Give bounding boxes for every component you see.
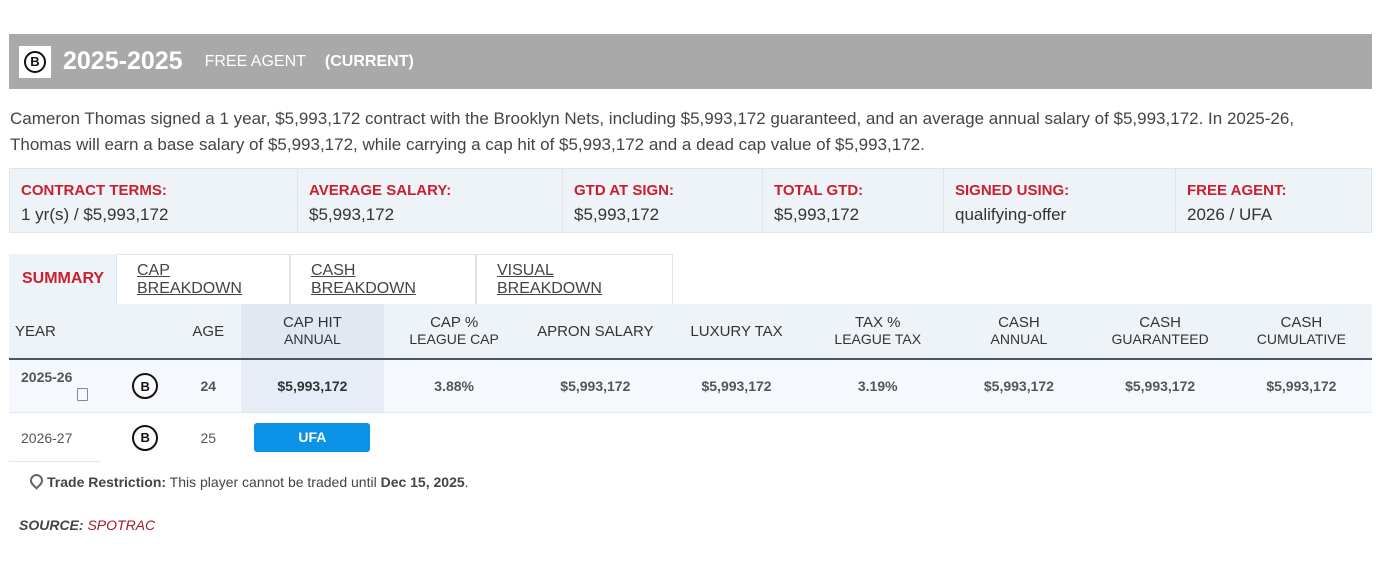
col-cap-pct: CAP % LEAGUE CAP (383, 304, 525, 360)
term-label: SIGNED USING: (955, 182, 1070, 199)
luxury-tax-cell: $5,993,172 (665, 359, 808, 413)
current-label: (CURRENT) (324, 52, 414, 70)
term-total-gtd: TOTAL GTD: $5,993,172 (763, 169, 944, 232)
year-cell: 2025-26 (9, 359, 116, 413)
trade-text: This player cannot be traded until (169, 474, 377, 490)
tab-cash-breakdown[interactable]: CASH BREAKDOWN (290, 254, 476, 304)
col-cash-guaranteed: CASH GUARANTEED (1089, 304, 1231, 360)
document-icon[interactable] (77, 387, 88, 401)
cap-pct-cell: 3.88% (383, 359, 525, 413)
source: SOURCE: SPOTRAC (19, 517, 155, 533)
term-free-agent: FREE AGENT: 2026 / UFA (1176, 169, 1371, 232)
trade-end: . (464, 474, 469, 490)
age-cell: 25 (200, 429, 217, 446)
term-value: qualifying-offer (955, 205, 1067, 224)
table-row: 2025-26 B 24 $5,993,172 3.88% $5,993,172… (9, 359, 1372, 413)
cash-annual-cell: $5,993,172 (948, 359, 1090, 413)
term-value: $5,993,172 (574, 205, 660, 224)
contract-terms: CONTRACT TERMS: 1 yr(s) / $5,993,172 AVER… (9, 168, 1372, 233)
term-average: AVERAGE SALARY: $5,993,172 (298, 169, 563, 232)
year-text: 2025-26 (21, 368, 73, 385)
age-cell: 24 (175, 359, 242, 413)
team-logo-icon: B (115, 413, 175, 463)
term-label: CONTRACT TERMS: (21, 182, 167, 199)
tab-summary[interactable]: SUMMARY (9, 254, 116, 304)
col-team (115, 304, 176, 360)
term-label: FREE AGENT: (1187, 182, 1287, 199)
summary-table: YEAR AGE CAP HIT ANNUAL CAP % LEAGUE CAP A… (9, 304, 1372, 462)
col-year: YEAR (9, 304, 116, 360)
contract-description: Cameron Thomas signed a 1 year, $5,993,1… (10, 109, 1295, 154)
ufa-badge: UFA (254, 423, 371, 452)
table-header: YEAR AGE CAP HIT ANNUAL CAP % LEAGUE CAP A… (9, 304, 1372, 360)
term-value: $5,993,172 (774, 205, 860, 224)
source-label: SOURCE: (19, 517, 84, 533)
contract-status: FREE AGENT (204, 52, 306, 70)
col-cap-hit: CAP HIT ANNUAL (241, 304, 384, 360)
term-label: GTD AT SIGN: (574, 182, 674, 199)
table-row: 2026-27 B 25 UFA (9, 413, 1372, 463)
apron-cell: $5,993,172 (524, 359, 666, 413)
contract-years: 2025-2025 (63, 47, 183, 75)
nets-logo-icon: B (19, 45, 51, 78)
year-cell: 2026-27 (21, 429, 73, 446)
tax-pct-cell: 3.19% (807, 359, 949, 413)
term-label: AVERAGE SALARY: (309, 182, 452, 199)
team-logo-icon: B (115, 359, 176, 413)
trade-label: Trade Restriction: (47, 474, 167, 490)
location-lock-icon (27, 471, 46, 490)
tab-cap-breakdown[interactable]: CAP BREAKDOWN (116, 254, 290, 304)
trade-date: Dec 15, 2025 (380, 474, 465, 490)
term-value: 1 yr(s) / $5,993,172 (21, 205, 169, 224)
term-contract: CONTRACT TERMS: 1 yr(s) / $5,993,172 (10, 169, 298, 232)
divider (9, 461, 101, 462)
col-tax-pct: TAX % LEAGUE TAX (807, 304, 949, 360)
cash-guaranteed-cell: $5,993,172 (1089, 359, 1231, 413)
term-gtd-sign: GTD AT SIGN: $5,993,172 (563, 169, 763, 232)
contract-header: B 2025-2025 FREE AGENT (CURRENT) (9, 34, 1372, 89)
col-cash-cumulative: CASH CUMULATIVE (1230, 304, 1372, 360)
cash-cumulative-cell: $5,993,172 (1230, 359, 1372, 413)
term-label: TOTAL GTD: (774, 182, 864, 199)
status-cell: UFA (241, 413, 383, 463)
col-apron: APRON SALARY (524, 304, 666, 360)
term-signed-using: SIGNED USING: qualifying-offer (944, 169, 1176, 232)
col-age: AGE (175, 304, 242, 360)
cap-hit-cell: $5,993,172 (241, 359, 384, 413)
col-luxury-tax: LUXURY TAX (665, 304, 808, 360)
source-link[interactable]: SPOTRAC (87, 517, 156, 533)
tab-visual-breakdown[interactable]: VISUAL BREAKDOWN (476, 254, 673, 304)
breakdown-tabs: SUMMARY CAP BREAKDOWN CASH BREAKDOWN VIS… (9, 254, 673, 304)
col-cash-annual: CASH ANNUAL (948, 304, 1090, 360)
term-value: 2026 / UFA (1187, 205, 1273, 224)
trade-restriction: Trade Restriction: This player cannot be… (27, 471, 469, 490)
term-value: $5,993,172 (309, 205, 395, 224)
